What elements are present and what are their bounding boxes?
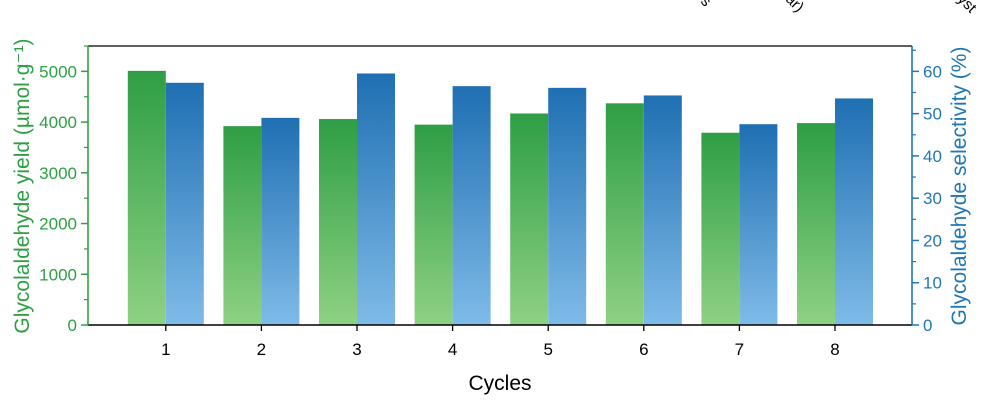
x-axis-ticks: 1 2 3 4 5 6 7 8: [161, 325, 840, 359]
top-text-fragment-3: yst: [954, 0, 980, 17]
left-tick-label: 4000: [39, 113, 77, 132]
bar-yield-cycle-1: [127, 70, 166, 326]
left-tick-label: 5000: [39, 62, 77, 81]
bar-selectivity-cycle-7: [739, 124, 778, 325]
bar-selectivity-cycle-4: [452, 86, 491, 325]
right-axis-ticks: 0 10 20 30 40 50 60: [912, 49, 942, 335]
bar-selectivity-cycle-6: [643, 95, 682, 325]
bar-yield-cycle-2: [223, 126, 262, 325]
left-tick-label: 1000: [39, 265, 77, 284]
x-tick-label: 8: [830, 340, 839, 359]
right-tick-label: 40: [923, 147, 942, 166]
x-tick-label: 7: [735, 340, 744, 359]
x-tick-label: 1: [161, 340, 170, 359]
bar-selectivity-cycle-3: [357, 73, 395, 326]
x-axis-title: Cycles: [468, 372, 531, 395]
x-tick-label: 3: [352, 340, 361, 359]
bar-selectivity-cycle-1: [165, 82, 204, 325]
bar-selectivity-cycle-2: [261, 117, 300, 325]
right-tick-label: 60: [923, 62, 942, 81]
right-tick-label: 10: [923, 274, 942, 293]
bar-yield-cycle-5: [510, 113, 549, 325]
bar-selectivity-cycle-5: [548, 87, 587, 325]
left-axis-ticks: 0 1000 2000 3000 4000 5000: [39, 45, 88, 335]
right-axis-title: Glycolaldehyde selectivity (%): [948, 47, 971, 326]
x-tick-label: 6: [639, 340, 648, 359]
left-tick-label: 3000: [39, 164, 77, 183]
x-tick-label: 4: [448, 340, 457, 359]
bar-selectivity-cycle-8: [835, 98, 873, 325]
bar-yield-cycle-4: [414, 124, 453, 325]
bar-yield-cycle-8: [797, 123, 835, 325]
bar-yield-cycle-6: [605, 103, 644, 326]
left-tick-label: 0: [68, 316, 77, 335]
bar-yield-cycle-7: [701, 132, 740, 325]
bars-group: [127, 70, 873, 326]
right-tick-label: 0: [923, 316, 932, 335]
left-axis-title: Glycolaldehyde yield (µmol·g⁻¹): [11, 38, 34, 333]
x-tick-label: 5: [543, 340, 552, 359]
x-tick-label: 2: [257, 340, 266, 359]
right-tick-label: 30: [923, 189, 942, 208]
right-tick-label: 50: [923, 105, 942, 124]
top-text-fragment-2: ar): [782, 0, 807, 16]
right-tick-label: 20: [923, 231, 942, 250]
top-text-fragment-1: s: [697, 0, 714, 10]
left-tick-label: 2000: [39, 215, 77, 234]
bar-yield-cycle-3: [319, 119, 357, 325]
